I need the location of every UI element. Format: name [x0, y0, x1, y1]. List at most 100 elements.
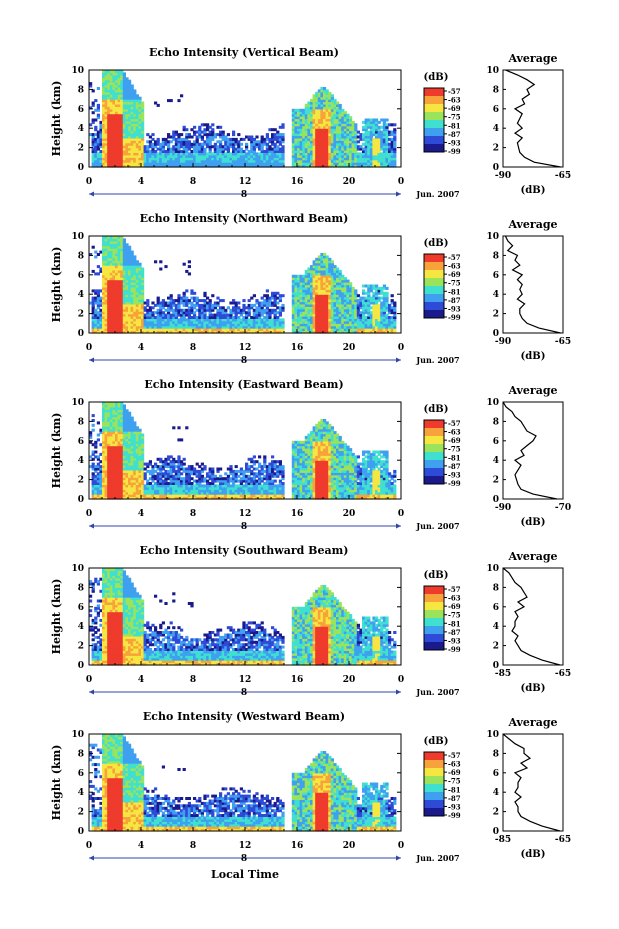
heatmap-cell [112, 72, 116, 76]
heatmap-cell [156, 303, 160, 307]
heatmap-cell [112, 94, 116, 98]
heatmap-cell [380, 135, 384, 139]
heatmap-cell [185, 301, 189, 305]
heatmap-cell [109, 123, 113, 127]
heatmap-cell [315, 294, 319, 298]
heatmap-cell [385, 118, 389, 122]
heatmap-cell [307, 135, 311, 139]
heatmap-cell [364, 145, 368, 149]
heatmap-cell [112, 101, 116, 105]
heatmap-cell [117, 72, 121, 76]
heatmap-cell [278, 308, 282, 312]
avg-x-tick-label: -65 [555, 171, 571, 181]
heatmap-cell [307, 267, 311, 271]
heatmap-cell [307, 120, 311, 124]
heatmap-cell [323, 318, 327, 322]
date-label: Jun. 2007 [415, 355, 459, 365]
heatmap-cell [195, 130, 199, 134]
heatmap-cell [260, 135, 264, 139]
heatmap-cell [232, 157, 236, 161]
heatmap-cell [219, 133, 223, 137]
heatmap-cell [273, 150, 277, 153]
heatmap-cell [102, 84, 106, 88]
heatmap-cell [122, 125, 126, 129]
heatmap-cell [338, 108, 342, 112]
heatmap-cell [299, 140, 303, 144]
heatmap-cell [96, 323, 100, 327]
heatmap-cell [107, 82, 111, 86]
heatmap-cell [294, 316, 298, 319]
heatmap-cell [336, 135, 340, 139]
heatmap-cell [117, 330, 121, 334]
heatmap-cell [182, 140, 186, 144]
heatmap-cell [133, 265, 137, 269]
heatmap-cell [138, 311, 142, 315]
heatmap-cell [167, 296, 171, 300]
heatmap-cell [185, 133, 189, 137]
heatmap-cell [232, 159, 236, 163]
heatmap-cell [312, 96, 316, 100]
heatmap-cell [294, 137, 298, 141]
heatmap-cell [310, 330, 314, 334]
heatmap-cell [135, 269, 139, 273]
heatmap-cell [219, 147, 223, 151]
heatmap-cell [208, 328, 212, 332]
heatmap-cell [299, 318, 303, 322]
heatmap-cell [107, 125, 111, 129]
heatmap-cell [250, 152, 254, 156]
heatmap-cell [107, 274, 111, 278]
heatmap-cell [372, 145, 376, 149]
heatmap-cell [320, 99, 324, 103]
heatmap-cell [211, 330, 215, 334]
heatmap-cell [375, 147, 379, 151]
heatmap-cell [364, 137, 368, 141]
heatmap-cell [148, 330, 152, 334]
heatmap-cell [120, 120, 124, 124]
heatmap-cell [328, 118, 332, 122]
heatmap-cell [307, 164, 311, 168]
heatmap-cell [193, 152, 197, 156]
heatmap-cell [268, 313, 272, 317]
heatmap-cell [310, 316, 314, 319]
heatmap-cell [328, 113, 332, 117]
heatmap-cell [120, 116, 124, 120]
heatmap-cell [195, 318, 199, 322]
heatmap-cell [278, 294, 282, 298]
heatmap-cell [102, 325, 106, 329]
heatmap-cell [91, 303, 95, 307]
heatmap-cell [211, 325, 215, 329]
heatmap-cell [380, 140, 384, 144]
heatmap-cell [109, 325, 113, 329]
heatmap-cell [180, 316, 184, 319]
heatmap-cell [341, 111, 345, 115]
heatmap-cell [182, 316, 186, 319]
heatmap-cell [130, 316, 134, 319]
heatmap-cell [375, 154, 379, 158]
heatmap-cell [328, 137, 332, 141]
heatmap-cell [276, 140, 280, 144]
heatmap-cell [237, 325, 241, 329]
heatmap-cell [117, 320, 121, 324]
heatmap-cell [294, 154, 298, 158]
heatmap-cell [359, 162, 363, 166]
heatmap-cell [219, 330, 223, 334]
heatmap-cell [115, 306, 119, 310]
heatmap-cell [250, 303, 254, 307]
heatmap-cell [120, 140, 124, 144]
heatmap-cell [341, 116, 345, 120]
heatmap-cell [125, 154, 129, 158]
heatmap-cell [128, 152, 132, 156]
heatmap-cell [323, 260, 327, 264]
heatmap-cell [177, 328, 181, 332]
heatmap-cell [354, 289, 358, 293]
heatmap-cell [122, 323, 126, 327]
heatmap-cell [375, 125, 379, 129]
heatmap-cell [330, 157, 334, 161]
heatmap-cell [135, 267, 139, 271]
heatmap-cell [268, 303, 272, 307]
heatmap-cell [302, 325, 306, 329]
heatmap-cell [133, 296, 137, 300]
heatmap-cell [182, 303, 186, 307]
heatmap-cell [258, 316, 262, 319]
heatmap-cell [317, 328, 321, 332]
